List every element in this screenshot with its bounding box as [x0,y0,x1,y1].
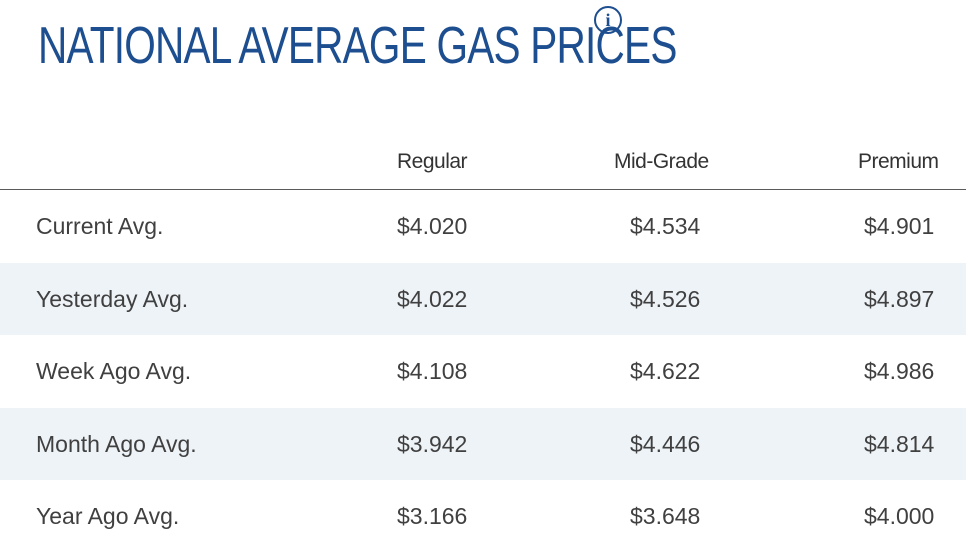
table-row: Week Ago Avg. $4.108 $4.622 $4.986 [0,335,966,408]
premium-price: $4.897 [864,285,935,312]
row-label: Week Ago Avg. [36,358,192,384]
mid-grade-price: $4.526 [630,285,701,312]
row-label: Current Avg. [36,213,164,239]
column-header-regular: Regular [397,150,468,173]
mid-grade-price: $3.648 [630,503,701,529]
gas-prices-table: Regular Mid-Grade Premium Current Avg. $… [0,130,966,545]
info-icon[interactable]: i [594,6,622,34]
mid-grade-price: $4.446 [630,430,701,457]
premium-price: $4.814 [864,430,935,457]
row-label: Yesterday Avg. [36,285,189,312]
regular-price: $3.166 [397,503,468,529]
title-area: NATIONAL AVERAGE GAS PRICES [38,10,857,82]
table-row: Year Ago Avg. $3.166 $3.648 $4.000 [0,480,966,545]
table-row: Current Avg. $4.020 $4.534 $4.901 [0,190,966,263]
regular-price: $3.942 [397,430,468,457]
premium-price: $4.000 [864,503,935,529]
table-row: Yesterday Avg. $4.022 $4.526 $4.897 [0,262,966,335]
mid-grade-price: $4.534 [630,213,701,239]
column-header-mid-grade: Mid-Grade [614,150,709,173]
row-label: Month Ago Avg. [36,430,197,457]
row-label: Year Ago Avg. [36,503,180,529]
mid-grade-price: $4.622 [630,358,701,384]
column-header-premium: Premium [858,150,939,173]
table-row: Month Ago Avg. $3.942 $4.446 $4.814 [0,407,966,480]
page-title: NATIONAL AVERAGE GAS PRICES [38,17,677,75]
regular-price: $4.108 [397,358,468,384]
premium-price: $4.986 [864,358,935,384]
premium-price: $4.901 [864,213,935,239]
table-header: Regular Mid-Grade Premium [0,130,966,190]
regular-price: $4.022 [397,285,468,312]
regular-price: $4.020 [397,213,468,239]
